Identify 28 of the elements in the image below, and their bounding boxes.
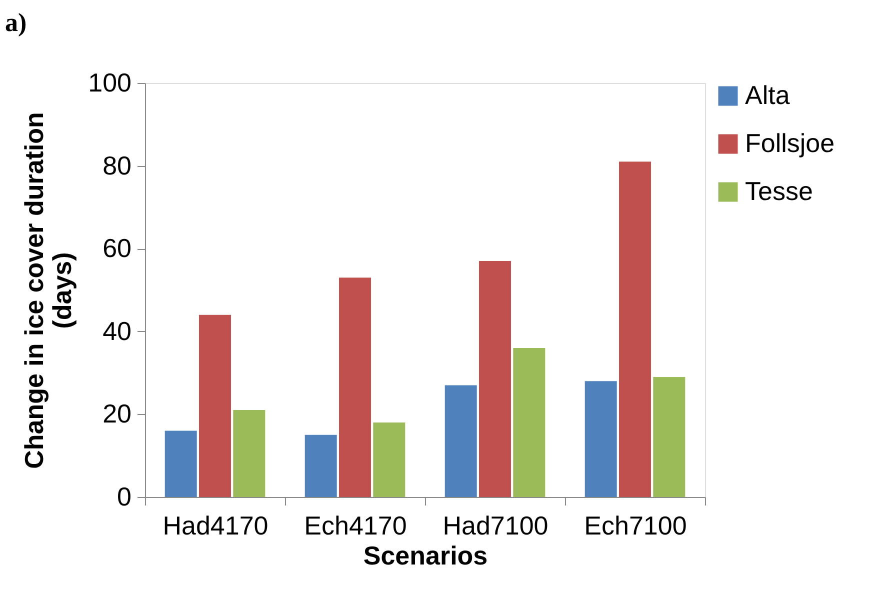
bar [164,430,197,497]
bar [619,162,651,497]
x-axis-title: Scenarios [363,540,488,570]
y-tick-label: 0 [117,482,132,512]
bar [479,261,511,497]
bar [584,381,617,497]
y-tick-label: 100 [88,68,132,98]
y-tick-label: 80 [102,150,132,180]
bar [653,376,686,497]
bar [304,434,337,497]
y-tick-label: 60 [102,233,132,264]
x-tick-label: Had7100 [442,510,548,540]
bar [233,410,266,497]
legend-label: Alta [745,80,790,110]
legend-label: Follsjoe [745,128,835,158]
legend-label: Tesse [745,176,813,206]
bar [199,314,231,497]
y-tick-label: 20 [102,398,132,429]
x-tick-label: Ech7100 [584,510,687,540]
y-tick-label: 40 [102,316,132,346]
y-axis-title: Change in ice cover duration (days) [19,112,78,469]
chart-title: a) [5,8,27,37]
bar [444,385,477,497]
bar [513,348,546,497]
x-tick-label: Ech4170 [304,510,407,540]
bar [339,278,371,497]
x-tick-label: Had4170 [162,510,268,540]
bar [373,422,406,497]
